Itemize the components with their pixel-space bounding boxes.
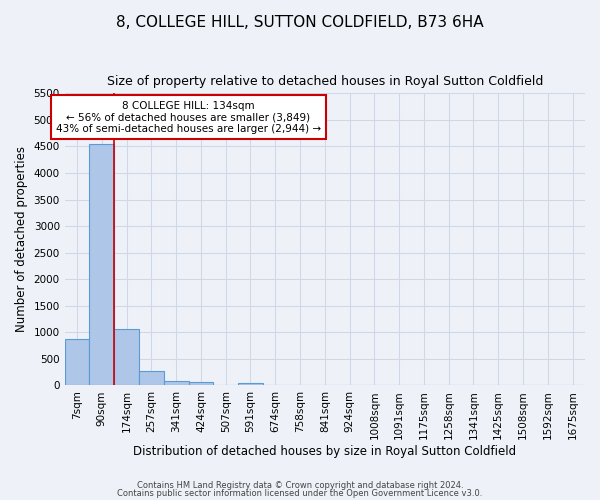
X-axis label: Distribution of detached houses by size in Royal Sutton Coldfield: Distribution of detached houses by size … [133, 444, 517, 458]
Bar [89, 144, 114, 386]
Text: 8, COLLEGE HILL, SUTTON COLDFIELD, B73 6HA: 8, COLLEGE HILL, SUTTON COLDFIELD, B73 6… [116, 15, 484, 30]
Text: Contains public sector information licensed under the Open Government Licence v3: Contains public sector information licen… [118, 489, 482, 498]
Text: 8 COLLEGE HILL: 134sqm
← 56% of detached houses are smaller (3,849)
43% of semi-: 8 COLLEGE HILL: 134sqm ← 56% of detached… [56, 100, 321, 134]
Text: Contains HM Land Registry data © Crown copyright and database right 2024.: Contains HM Land Registry data © Crown c… [137, 480, 463, 490]
Y-axis label: Number of detached properties: Number of detached properties [15, 146, 28, 332]
Bar [188, 382, 214, 386]
Title: Size of property relative to detached houses in Royal Sutton Coldfield: Size of property relative to detached ho… [107, 75, 543, 88]
Bar [238, 382, 263, 386]
Bar [139, 371, 164, 386]
Bar [65, 339, 89, 386]
Bar [164, 380, 188, 386]
Bar [114, 329, 139, 386]
